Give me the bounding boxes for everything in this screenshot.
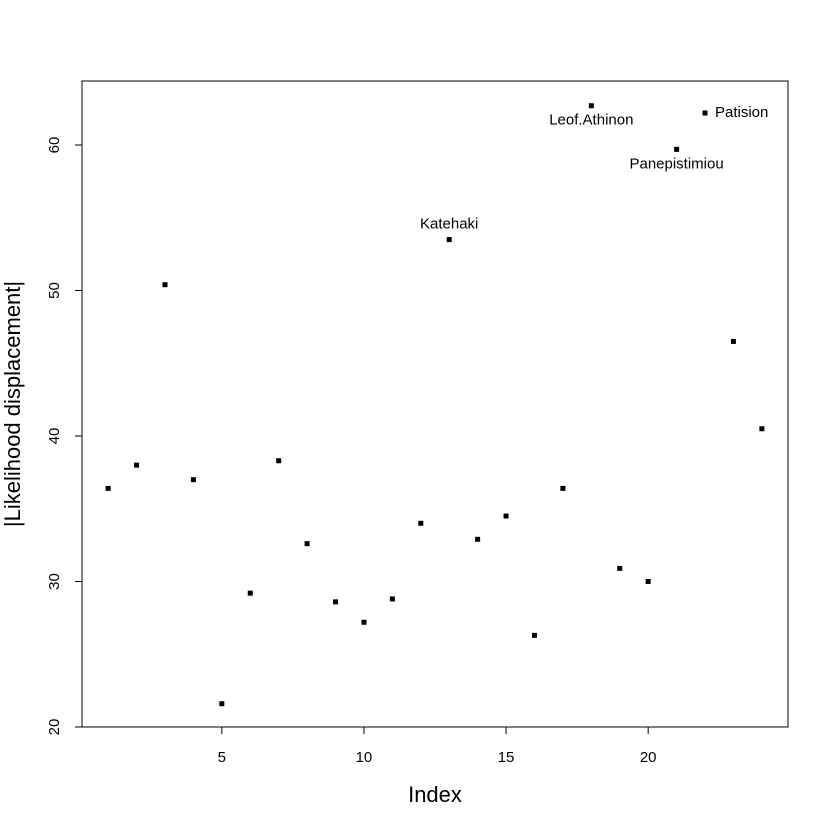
point [219, 701, 225, 707]
x-tick-label: 5 [218, 749, 226, 766]
point [617, 565, 623, 571]
point [333, 599, 339, 605]
point [475, 536, 481, 542]
point [588, 103, 594, 109]
x-tick-label: 15 [498, 749, 515, 766]
point [446, 237, 452, 243]
point-label: Panepistimiou [629, 155, 723, 172]
plot-frame [81, 80, 789, 728]
point [276, 458, 282, 464]
point [560, 485, 566, 491]
point [389, 596, 395, 602]
point [531, 632, 537, 638]
point [645, 579, 651, 585]
point-label: Patision [715, 104, 768, 121]
point [730, 338, 736, 344]
point [304, 541, 310, 547]
point [361, 619, 367, 625]
point [105, 485, 111, 491]
point [134, 462, 140, 468]
point [418, 520, 424, 526]
point [162, 282, 168, 288]
point [674, 146, 680, 152]
x-axis-label: Index [408, 782, 462, 807]
point [702, 110, 708, 116]
y-tick-label: 60 [46, 137, 63, 154]
x-tick-label: 10 [356, 749, 373, 766]
point [247, 590, 253, 596]
point [503, 513, 509, 519]
y-tick-label: 40 [46, 428, 63, 445]
point-label: Leof.Athinon [549, 112, 633, 129]
y-tick-label: 50 [46, 282, 63, 299]
y-axis-label: |Likelihood displacement| [0, 281, 25, 527]
y-tick-label: 20 [46, 719, 63, 736]
point [190, 477, 196, 483]
y-tick-label: 30 [46, 573, 63, 590]
point-label: Katehaki [420, 216, 478, 233]
x-tick-label: 20 [640, 749, 657, 766]
point [759, 426, 765, 432]
